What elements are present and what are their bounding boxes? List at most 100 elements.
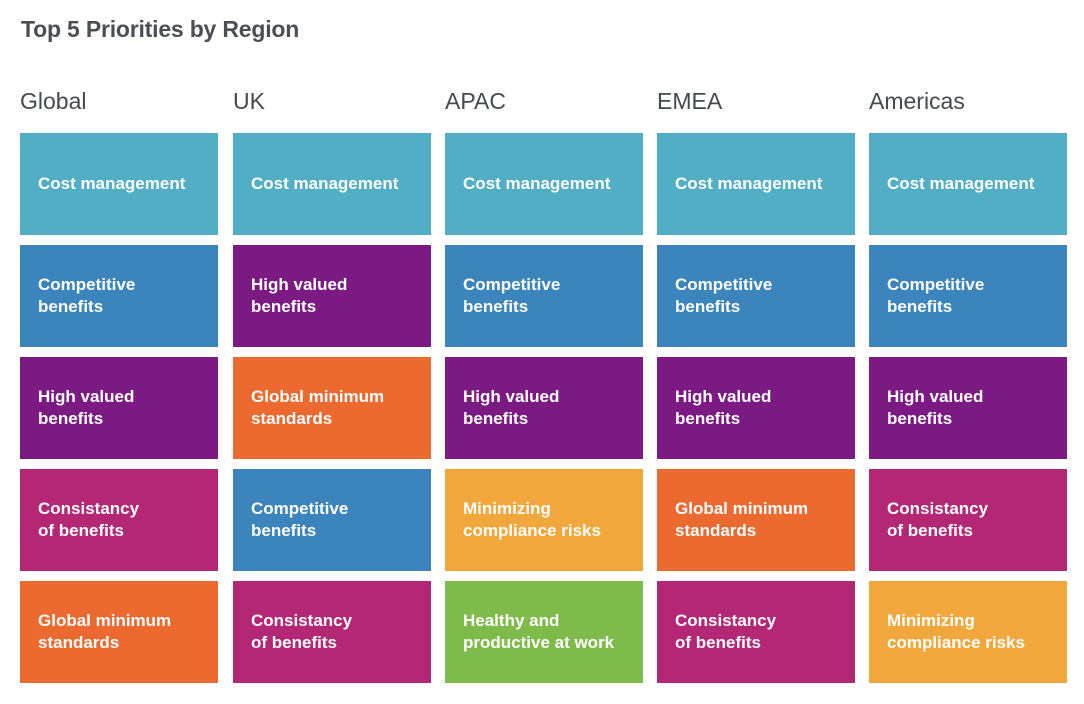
page-title: Top 5 Priorities by Region	[21, 16, 300, 42]
priority-label-line: Competitive	[887, 275, 985, 294]
priority-label-line: benefits	[463, 409, 529, 428]
priority-tile: Consistancy of benefits	[657, 581, 855, 683]
priority-tile: High valued benefits	[657, 357, 855, 459]
priority-label-line: benefits	[38, 409, 104, 428]
priority-label-line: compliance risks	[887, 633, 1025, 652]
region-heading: APAC	[445, 88, 506, 114]
priority-label-line: Consistancy	[251, 611, 353, 630]
region-heading: Americas	[869, 88, 965, 114]
priority-label: Consistancy of benefits	[887, 498, 988, 542]
priority-label-line: High valued	[887, 387, 984, 406]
priority-tile: Competitive benefits	[20, 245, 218, 347]
priority-tile: High valued benefits	[869, 357, 1067, 459]
priority-label: High valued benefits	[251, 274, 347, 318]
region-column-uk: UK Cost management High valued benefits Glob…	[233, 84, 431, 683]
priority-label-line: of benefits	[675, 633, 761, 652]
priority-label: Competitive benefits	[887, 274, 984, 318]
priority-label-line: benefits	[251, 521, 317, 540]
priority-label: High valued benefits	[38, 386, 134, 430]
priority-label-line: benefits	[38, 297, 104, 316]
priority-tile: Minimizing compliance risks	[869, 581, 1067, 683]
priority-label-line: of benefits	[887, 521, 973, 540]
priority-tile: Healthy and productive at work	[445, 581, 643, 683]
priority-label: Consistancy of benefits	[38, 498, 139, 542]
priority-tile: Global minimum standards	[233, 357, 431, 459]
priority-label-line: standards	[38, 633, 120, 652]
priority-tile: Cost management	[445, 133, 643, 235]
priority-label-line: Cost management	[887, 174, 1035, 193]
priority-label: High valued benefits	[887, 386, 983, 430]
priority-tile: Competitive benefits	[233, 469, 431, 571]
priority-label: Minimizing compliance risks	[463, 498, 601, 542]
priority-label-line: benefits	[675, 409, 741, 428]
priority-tile: Minimizing compliance risks	[445, 469, 643, 571]
priority-label-line: High valued	[251, 275, 348, 294]
priority-label: Cost management	[38, 173, 185, 195]
priority-label: Competitive benefits	[251, 498, 348, 542]
priority-label-line: Consistancy	[887, 499, 989, 518]
priority-tile: Consistancy of benefits	[20, 469, 218, 571]
priority-label: Minimizing compliance risks	[887, 610, 1025, 654]
priority-tile: Consistancy of benefits	[233, 581, 431, 683]
priority-label-line: productive at work	[463, 633, 615, 652]
region-column-americas: Americas Cost management Competitive benefi…	[869, 84, 1067, 683]
region-column-apac: APAC Cost management Competitive benefits Hi…	[445, 84, 643, 683]
priority-label: Global minimum standards	[38, 610, 171, 654]
region-column-global: Global Cost management Competitive benefits…	[20, 84, 218, 683]
priority-label-line: Global minimum	[251, 387, 385, 406]
priority-label-line: High valued	[38, 387, 135, 406]
priority-tile: Cost management	[233, 133, 431, 235]
priority-tile: Cost management	[20, 133, 218, 235]
region-heading: Global	[20, 88, 87, 114]
region-heading: UK	[233, 88, 265, 114]
priority-label-line: Cost management	[675, 174, 823, 193]
priority-label-line: Cost management	[251, 174, 399, 193]
priority-label-line: Cost management	[463, 174, 611, 193]
priority-label-line: Competitive	[675, 275, 773, 294]
priority-tile: Cost management	[657, 133, 855, 235]
priority-tile: High valued benefits	[445, 357, 643, 459]
priority-tile: Global minimum standards	[657, 469, 855, 571]
priority-label-line: benefits	[463, 297, 529, 316]
priority-label: Consistancy of benefits	[251, 610, 352, 654]
priority-tile: Competitive benefits	[445, 245, 643, 347]
priority-tile: Global minimum standards	[20, 581, 218, 683]
priority-label: Healthy and productive at work	[463, 610, 614, 654]
priority-label-line: standards	[675, 521, 757, 540]
priority-label-line: benefits	[887, 409, 953, 428]
priority-label-line: Competitive	[463, 275, 561, 294]
priority-label: High valued benefits	[463, 386, 559, 430]
priority-label: Consistancy of benefits	[675, 610, 776, 654]
priority-label-line: benefits	[675, 297, 741, 316]
priority-label: Cost management	[251, 173, 398, 195]
priority-label: Competitive benefits	[675, 274, 772, 318]
priority-label-line: Consistancy	[675, 611, 777, 630]
priority-tile: High valued benefits	[233, 245, 431, 347]
priority-label-line: Competitive	[38, 275, 136, 294]
priority-label-line: benefits	[251, 297, 317, 316]
priority-label-line: Competitive	[251, 499, 349, 518]
priority-tile: Consistancy of benefits	[869, 469, 1067, 571]
priority-tile: High valued benefits	[20, 357, 218, 459]
priority-label: Cost management	[887, 173, 1034, 195]
priority-label: Global minimum standards	[675, 498, 808, 542]
priority-label-line: of benefits	[251, 633, 337, 652]
priority-label-line: compliance risks	[463, 521, 601, 540]
priority-label-line: High valued	[675, 387, 772, 406]
priority-label: Cost management	[463, 173, 610, 195]
priority-label-line: benefits	[887, 297, 953, 316]
priority-label-line: Minimizing	[463, 499, 551, 518]
region-column-emea: EMEA Cost management Competitive benefits Hi…	[657, 84, 855, 683]
region-heading: EMEA	[657, 88, 723, 114]
priority-label-line: High valued	[463, 387, 560, 406]
priority-label-line: of benefits	[38, 521, 124, 540]
priority-label-line: Consistancy	[38, 499, 140, 518]
priority-label: Competitive benefits	[38, 274, 135, 318]
priority-label-line: standards	[251, 409, 333, 428]
priority-label-line: Cost management	[38, 174, 186, 193]
priority-tile: Cost management	[869, 133, 1067, 235]
priority-label-line: Global minimum	[675, 499, 809, 518]
priority-label: Global minimum standards	[251, 386, 384, 430]
priority-label-line: Healthy and	[463, 611, 560, 630]
priority-tile: Competitive benefits	[657, 245, 855, 347]
